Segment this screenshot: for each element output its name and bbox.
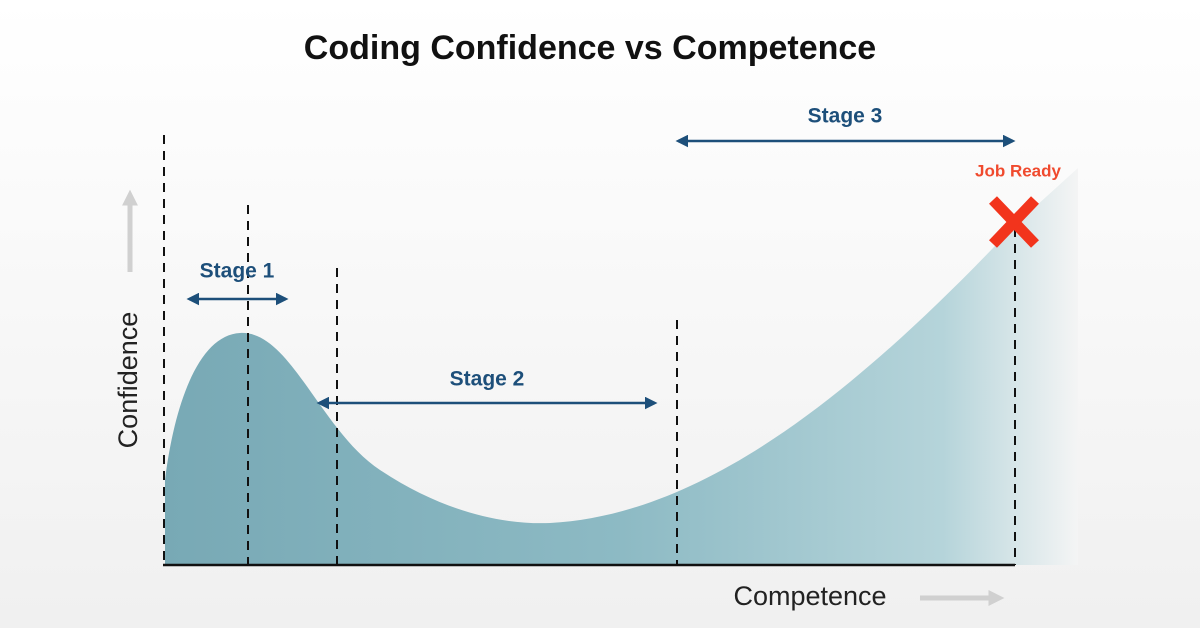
confidence-curve — [165, 168, 1078, 565]
y-axis-label: Confidence — [113, 312, 143, 449]
job-ready-marker — [989, 196, 1039, 248]
stage-label: Stage 2 — [450, 368, 525, 391]
stage-label: Stage 3 — [808, 105, 883, 128]
x-axis-label: Competence — [733, 581, 886, 611]
marker-label: Job Ready — [975, 161, 1062, 180]
title: Coding Confidence vs Competence — [304, 29, 876, 67]
stage-label: Stage 1 — [200, 260, 275, 283]
